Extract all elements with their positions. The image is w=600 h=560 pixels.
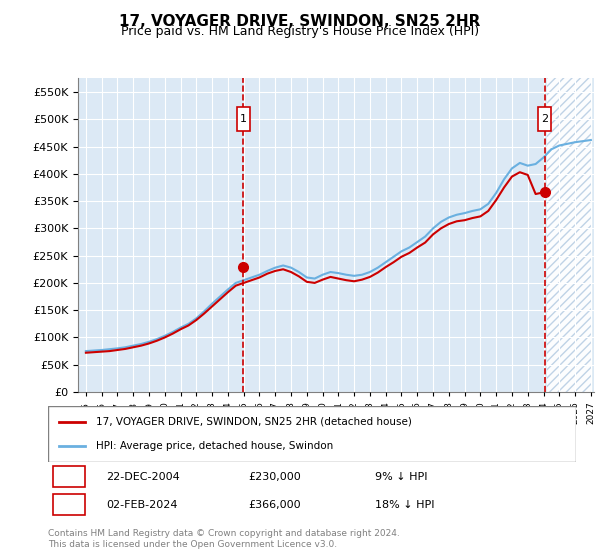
Text: £366,000: £366,000 — [248, 500, 301, 510]
Text: HPI: Average price, detached house, Swindon: HPI: Average price, detached house, Swin… — [95, 441, 333, 451]
Text: £230,000: £230,000 — [248, 472, 301, 482]
FancyBboxPatch shape — [538, 107, 551, 131]
Bar — [547, 78, 591, 392]
Text: 17, VOYAGER DRIVE, SWINDON, SN25 2HR: 17, VOYAGER DRIVE, SWINDON, SN25 2HR — [119, 14, 481, 29]
Text: 1: 1 — [240, 114, 247, 124]
FancyBboxPatch shape — [237, 107, 250, 131]
FancyBboxPatch shape — [48, 406, 576, 462]
Text: 1: 1 — [65, 472, 73, 482]
Text: Price paid vs. HM Land Registry's House Price Index (HPI): Price paid vs. HM Land Registry's House … — [121, 25, 479, 38]
Text: 2: 2 — [541, 114, 548, 124]
Text: 17, VOYAGER DRIVE, SWINDON, SN25 2HR (detached house): 17, VOYAGER DRIVE, SWINDON, SN25 2HR (de… — [95, 417, 412, 427]
Text: Contains HM Land Registry data © Crown copyright and database right 2024.
This d: Contains HM Land Registry data © Crown c… — [48, 529, 400, 549]
Text: 9% ↓ HPI: 9% ↓ HPI — [376, 472, 428, 482]
Text: 2: 2 — [65, 500, 73, 510]
Text: 18% ↓ HPI: 18% ↓ HPI — [376, 500, 435, 510]
Text: 02-FEB-2024: 02-FEB-2024 — [106, 500, 178, 510]
FancyBboxPatch shape — [53, 494, 85, 515]
FancyBboxPatch shape — [53, 466, 85, 487]
Bar — [547, 78, 591, 392]
Text: 22-DEC-2004: 22-DEC-2004 — [106, 472, 180, 482]
